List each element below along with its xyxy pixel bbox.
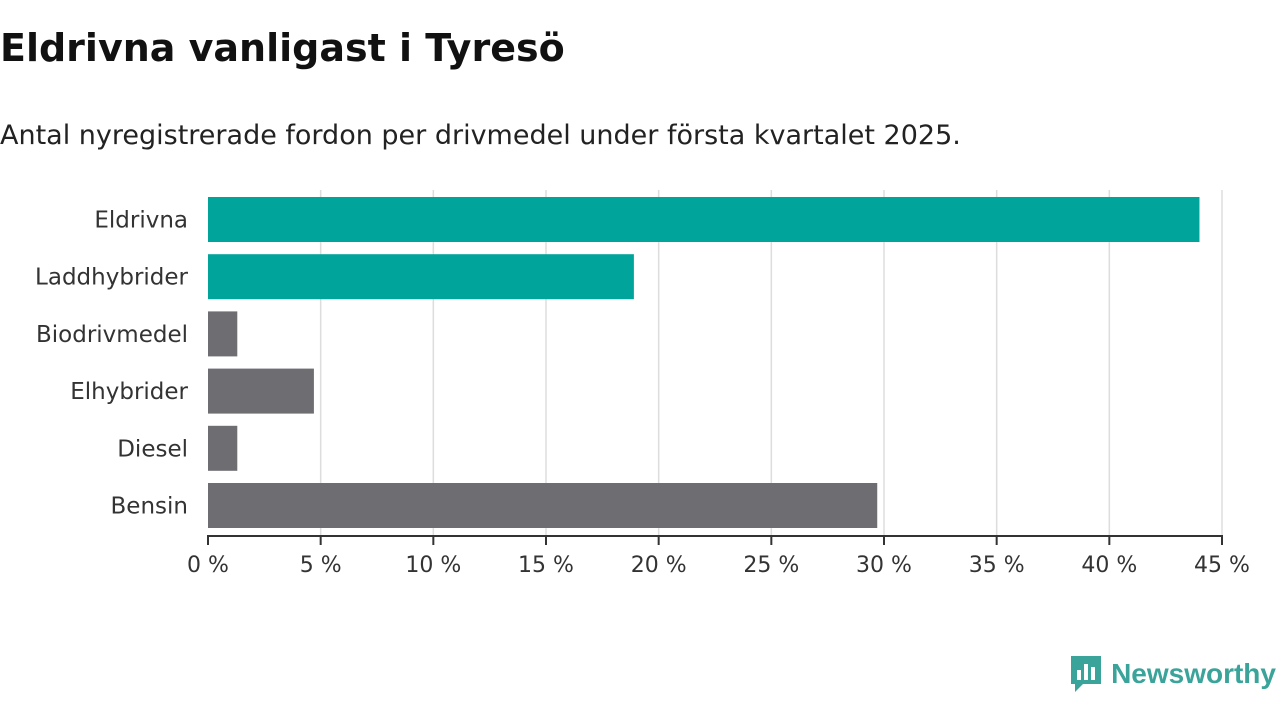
x-tick-label: 0 %	[187, 553, 229, 578]
bar	[208, 483, 878, 528]
x-axis: 0 % 5 % 10 % 15 % 20 % 25 % 30 % 35 % 40 % 45 %	[187, 535, 1250, 578]
x-tick-label: 30 %	[856, 553, 912, 578]
bars	[208, 197, 1200, 528]
category-label: Bensin	[111, 494, 188, 520]
x-tick-label: 5 %	[300, 553, 342, 578]
brand-name: Newsworthy	[1111, 658, 1276, 689]
chart-title: Eldrivna vanligast i Tyresö	[0, 26, 565, 70]
category-labels: Eldrivna Laddhybrider Biodrivmedel Elhybrid…	[35, 208, 188, 520]
category-label: Biodrivmedel	[36, 322, 188, 348]
bar	[208, 425, 238, 471]
category-label: Diesel	[117, 436, 188, 462]
category-label: Eldrivna	[94, 208, 188, 234]
bar	[208, 368, 314, 414]
x-tick-label: 40 %	[1081, 553, 1137, 578]
x-tick-label: 35 %	[969, 553, 1025, 578]
gridlines	[319, 190, 1223, 536]
bar	[208, 254, 634, 300]
newsworthy-logo-icon	[1071, 656, 1102, 692]
x-tick-label: 25 %	[743, 553, 799, 578]
x-tick-label: 20 %	[631, 553, 687, 578]
chart-subtitle: Antal nyregistrerade fordon per drivmede…	[0, 120, 961, 151]
x-tick-label: 10 %	[405, 553, 461, 578]
category-label: Elhybrider	[70, 379, 188, 405]
category-label: Laddhybrider	[35, 265, 188, 291]
bar	[208, 197, 1200, 242]
x-tick-label: 45 %	[1194, 553, 1250, 578]
brand-logo: Newsworthy	[1069, 654, 1276, 694]
bar	[208, 311, 238, 357]
x-tick-label: 15 %	[518, 553, 574, 578]
bar-chart: Eldrivna Laddhybrider Biodrivmedel Elhybrid…	[35, 190, 1250, 578]
